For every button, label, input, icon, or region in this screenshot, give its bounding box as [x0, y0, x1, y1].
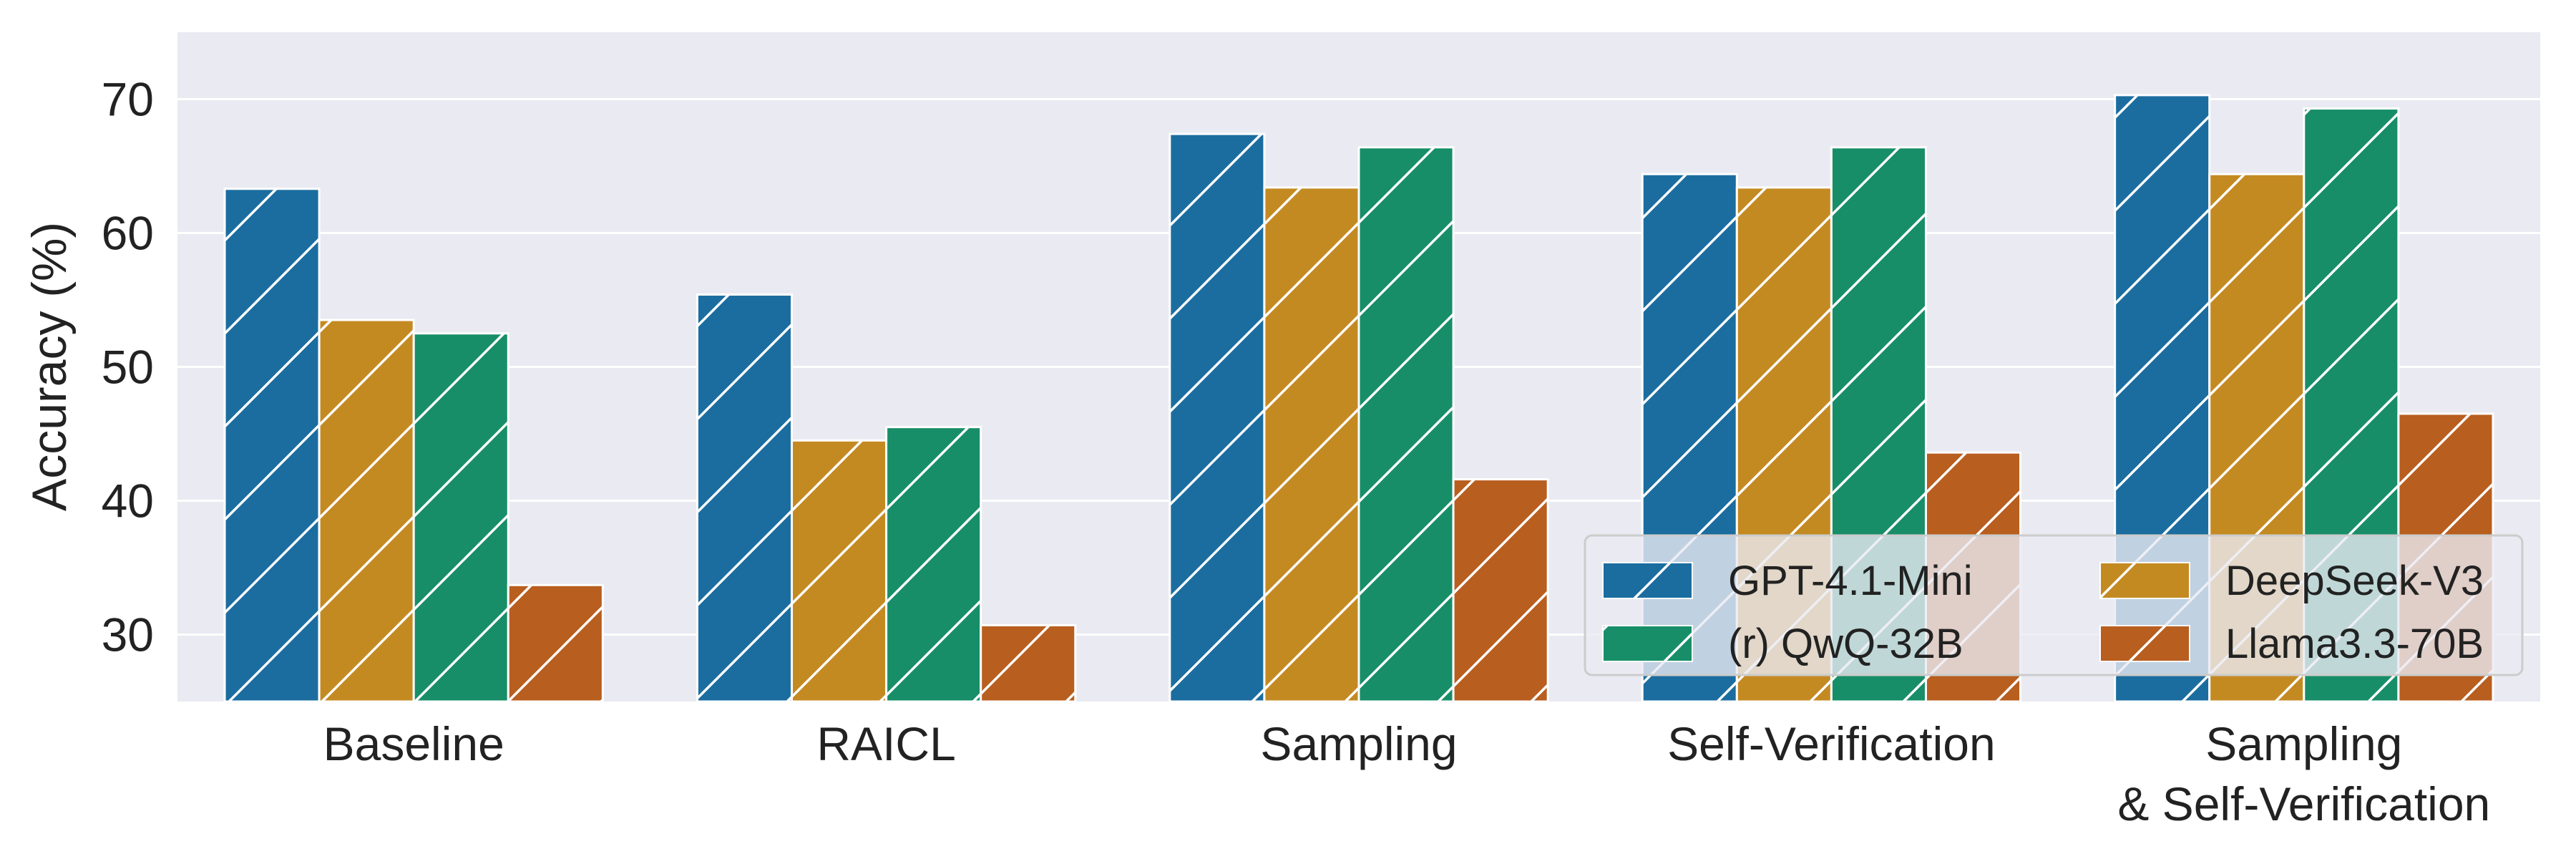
y-tick-label: 70	[102, 73, 154, 126]
legend: GPT-4.1-Mini DeepSeek-V3 (r) QwQ-32B Llama3…	[1584, 534, 2524, 676]
bar-hatch	[1263, 186, 1360, 703]
legend-swatch-hatch	[2099, 562, 2190, 599]
bar-hatch	[980, 623, 1077, 703]
bar-hatch	[507, 583, 604, 703]
legend-label: DeepSeek-V3	[2225, 558, 2484, 604]
legend-swatch-hatch	[1602, 562, 1693, 599]
bar-hatch	[1169, 132, 1266, 703]
y-tick-label: 40	[102, 475, 154, 528]
bar-hatch	[791, 439, 888, 703]
bar-hatch	[412, 332, 509, 703]
legend-swatch-hatch	[2099, 625, 2190, 662]
y-tick-labels: 30 40 50 60 70	[102, 73, 154, 661]
bar-hatch	[696, 293, 794, 703]
bar-hatch	[885, 426, 982, 703]
y-tick-label: 60	[102, 207, 154, 260]
y-axis-label: Accuracy (%)	[22, 222, 77, 511]
legend-label: (r) QwQ-32B	[1728, 621, 1963, 667]
bar-hatch	[1357, 146, 1455, 703]
legend-swatch-hatch	[1602, 625, 1693, 662]
x-tick-label: RAICL	[816, 717, 955, 770]
x-tick-labels: Baseline RAICL Sampling Self-Verification Sa…	[323, 717, 2491, 830]
bar-hatch	[1452, 478, 1549, 703]
x-tick-label: Sampling & Self-Verification	[2117, 717, 2490, 830]
x-tick-label: Baseline	[323, 717, 504, 770]
x-tick-label: Sampling	[1260, 717, 1457, 770]
x-tick-label: Self-Verification	[1667, 717, 1996, 770]
bar-hatch	[318, 319, 415, 703]
legend-label: GPT-4.1-Mini	[1728, 558, 1973, 604]
legend-label: Llama3.3-70B	[2225, 621, 2484, 667]
y-tick-label: 30	[102, 608, 154, 661]
y-tick-label: 50	[102, 341, 154, 394]
legend-box	[1584, 534, 2524, 676]
bar-hatch	[223, 188, 321, 703]
